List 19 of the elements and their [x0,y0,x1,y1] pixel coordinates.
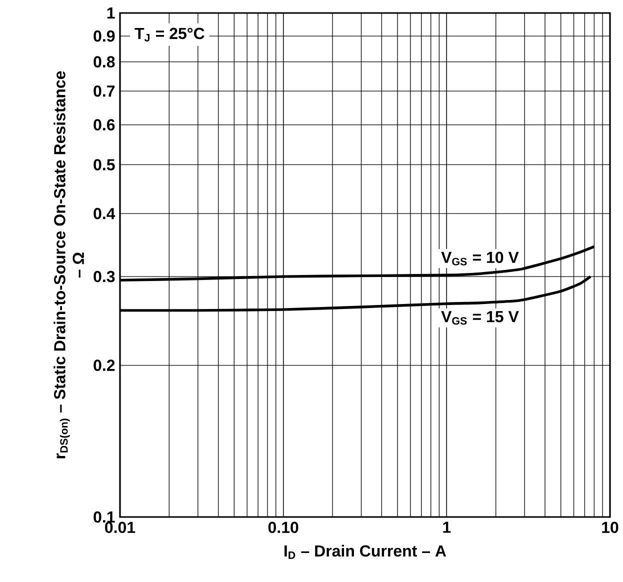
y-tick-label: 0.1 [94,511,115,523]
y-tick-label: 0.8 [94,56,115,68]
series-label: V$_{GS}$ = 15 V [441,311,519,325]
y-tick-label: 0.2 [94,360,115,371]
series-label: V$_{GS}$ = 10 V [441,252,519,266]
y-tick-label: 0.7 [94,85,115,97]
x-axis-title: I$_{D}$ – Drain Current – A [284,544,446,559]
y-tick-label: 0.5 [94,159,115,170]
y-tick-label: 0.9 [94,30,115,42]
y-tick-label: 0.6 [94,119,115,130]
x-tick-label: 0.10 [268,522,298,534]
y-tick-label: 1 [107,8,115,19]
y-tick-label: 0.3 [94,270,115,282]
annotation: T$_{J}$ = 25°C [134,28,204,42]
x-tick-label: 1 [443,522,451,533]
y-axis-title: r$_{DS(on)}$ – Static Drain-to-Source On-State Resistance – Ω [54,71,84,458]
y-tick-label: 0.4 [94,208,116,220]
x-tick-label: 0.01 [105,522,136,534]
x-tick-label: 10 [602,522,618,534]
